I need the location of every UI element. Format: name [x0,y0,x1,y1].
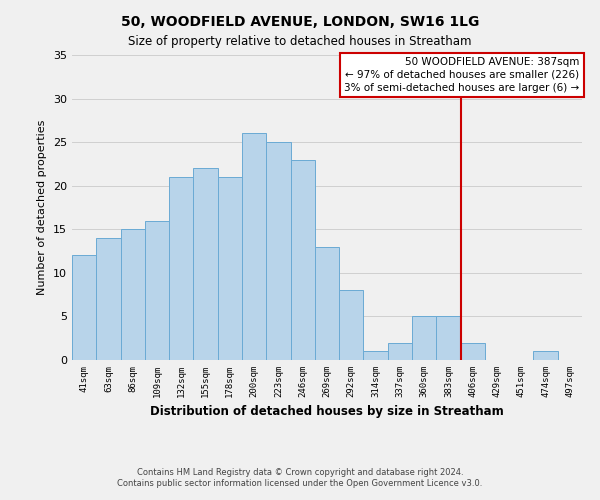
Text: Size of property relative to detached houses in Streatham: Size of property relative to detached ho… [128,35,472,48]
Bar [242,134,266,360]
Text: 50 WOODFIELD AVENUE: 387sqm
← 97% of detached houses are smaller (226)
3% of sem: 50 WOODFIELD AVENUE: 387sqm ← 97% of det… [344,56,580,93]
Bar [193,168,218,360]
Bar [364,352,388,360]
Bar [121,230,145,360]
Bar [96,238,121,360]
Bar [290,160,315,360]
Text: 50, WOODFIELD AVENUE, LONDON, SW16 1LG: 50, WOODFIELD AVENUE, LONDON, SW16 1LG [121,15,479,29]
Bar [218,177,242,360]
Y-axis label: Number of detached properties: Number of detached properties [37,120,47,295]
Bar [315,246,339,360]
Bar [533,352,558,360]
Bar [145,220,169,360]
Bar [169,177,193,360]
Bar [72,256,96,360]
Bar [339,290,364,360]
Bar [388,342,412,360]
Bar [412,316,436,360]
Bar [436,316,461,360]
X-axis label: Distribution of detached houses by size in Streatham: Distribution of detached houses by size … [150,406,504,418]
Bar [266,142,290,360]
Bar [461,342,485,360]
Text: Contains HM Land Registry data © Crown copyright and database right 2024.
Contai: Contains HM Land Registry data © Crown c… [118,468,482,487]
